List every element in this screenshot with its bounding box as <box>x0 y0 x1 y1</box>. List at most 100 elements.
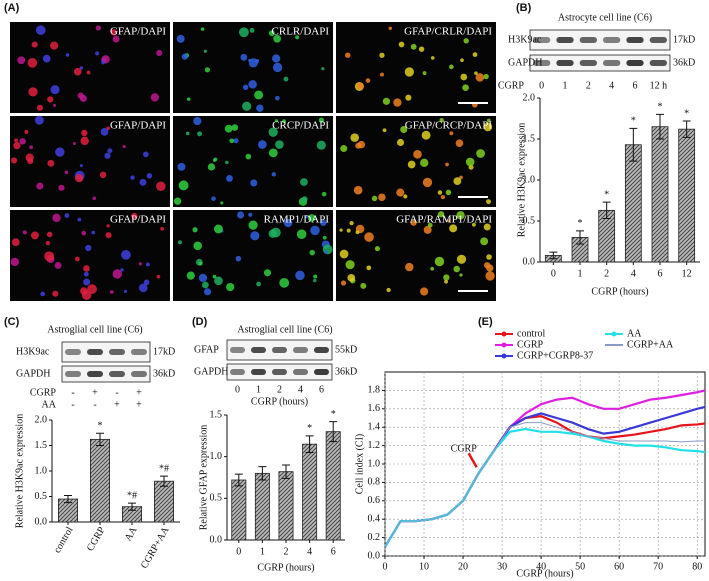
cell <box>447 219 451 223</box>
cell <box>248 80 257 89</box>
cell <box>437 190 443 195</box>
lane-label: + <box>136 399 142 410</box>
y-tick-label: 1.6 <box>368 403 381 414</box>
cell <box>44 251 55 262</box>
cell <box>156 49 163 57</box>
series-line <box>384 427 706 548</box>
panel-label: (E) <box>478 316 493 328</box>
cell <box>307 214 316 222</box>
lane-label: 6 <box>633 80 638 91</box>
cell <box>379 52 385 58</box>
cell <box>197 131 203 137</box>
cell <box>249 27 255 33</box>
y-tick-label: 1.0 <box>210 451 223 462</box>
cell <box>420 158 429 167</box>
cell <box>486 199 491 205</box>
cell <box>483 73 489 80</box>
y-tick-label: 0.2 <box>368 532 381 543</box>
cell <box>347 274 356 282</box>
panel-label: (D) <box>192 316 208 328</box>
cell <box>462 84 469 92</box>
cell <box>439 118 444 123</box>
cell <box>248 212 253 217</box>
cell <box>22 230 27 235</box>
cell <box>224 124 233 133</box>
blot-band <box>556 60 574 66</box>
x-tick-label: 4 <box>307 546 312 557</box>
cell <box>313 278 317 283</box>
cell <box>80 287 88 295</box>
lane-label: 1 <box>256 384 261 395</box>
bar <box>231 479 247 541</box>
y-tick-label: 0.0 <box>35 516 48 527</box>
lane-label: 4 <box>298 384 303 395</box>
cell <box>72 142 76 146</box>
cell <box>207 163 216 171</box>
y-tick-label: 2.0 <box>523 92 536 103</box>
y-tick-label: 0.5 <box>523 215 536 226</box>
cell <box>449 64 454 70</box>
y-tick-label: 1.5 <box>35 440 48 451</box>
legend-marker <box>611 331 617 337</box>
legend-label: CGRP+AA <box>627 339 674 350</box>
cell <box>122 144 126 149</box>
lane-label: + <box>92 387 98 398</box>
blot-band <box>649 37 667 43</box>
error-bar <box>128 502 136 511</box>
cell <box>459 273 463 277</box>
cell <box>410 219 417 226</box>
y-tick-label: 1.4 <box>368 421 381 432</box>
blot-caption: CGRP (hours) <box>251 396 308 407</box>
cell <box>176 34 185 43</box>
cell <box>283 218 293 228</box>
cell <box>47 96 54 103</box>
bar <box>90 438 111 523</box>
cell <box>398 41 405 48</box>
cell <box>422 177 433 188</box>
cell <box>313 274 318 279</box>
cell <box>300 178 308 186</box>
cell <box>483 223 491 231</box>
blot-band <box>649 60 667 66</box>
cell <box>85 244 92 252</box>
cell <box>422 71 427 76</box>
cell <box>240 53 248 61</box>
error-bar <box>629 127 638 162</box>
blot-band <box>109 349 125 355</box>
cell <box>110 29 118 36</box>
error-bar <box>549 251 558 260</box>
cell <box>386 287 391 293</box>
lane-label: 0 <box>235 384 240 395</box>
cell <box>418 46 425 52</box>
cell <box>472 52 478 57</box>
cell <box>53 103 57 107</box>
cell <box>173 197 182 205</box>
cell <box>45 240 51 246</box>
x-tick-label: 80 <box>692 561 702 572</box>
cell <box>79 66 84 70</box>
cell <box>486 264 494 272</box>
cell <box>465 157 475 167</box>
blot-band <box>603 37 621 43</box>
x-axis-label: CGRP (hours) <box>516 568 573 579</box>
stain-label: GFAP/CRLR/DAPI <box>404 26 492 38</box>
cell <box>47 159 55 167</box>
cell <box>73 67 82 76</box>
cell <box>198 261 203 266</box>
blot-band <box>109 371 125 377</box>
cell <box>474 71 478 75</box>
cell <box>50 85 60 95</box>
error-bar <box>96 432 104 446</box>
cell <box>322 244 333 255</box>
significance-mark: * <box>307 423 312 434</box>
cell <box>443 274 450 281</box>
x-tick-label: 2 <box>284 546 289 557</box>
blot-band <box>579 60 597 66</box>
cell <box>364 232 374 242</box>
cell <box>407 160 416 169</box>
cell <box>87 284 97 294</box>
blot-title: Astrocyte cell line (C6) <box>558 12 652 23</box>
cell <box>366 265 372 271</box>
blot-band <box>87 349 103 355</box>
cell <box>256 104 264 112</box>
